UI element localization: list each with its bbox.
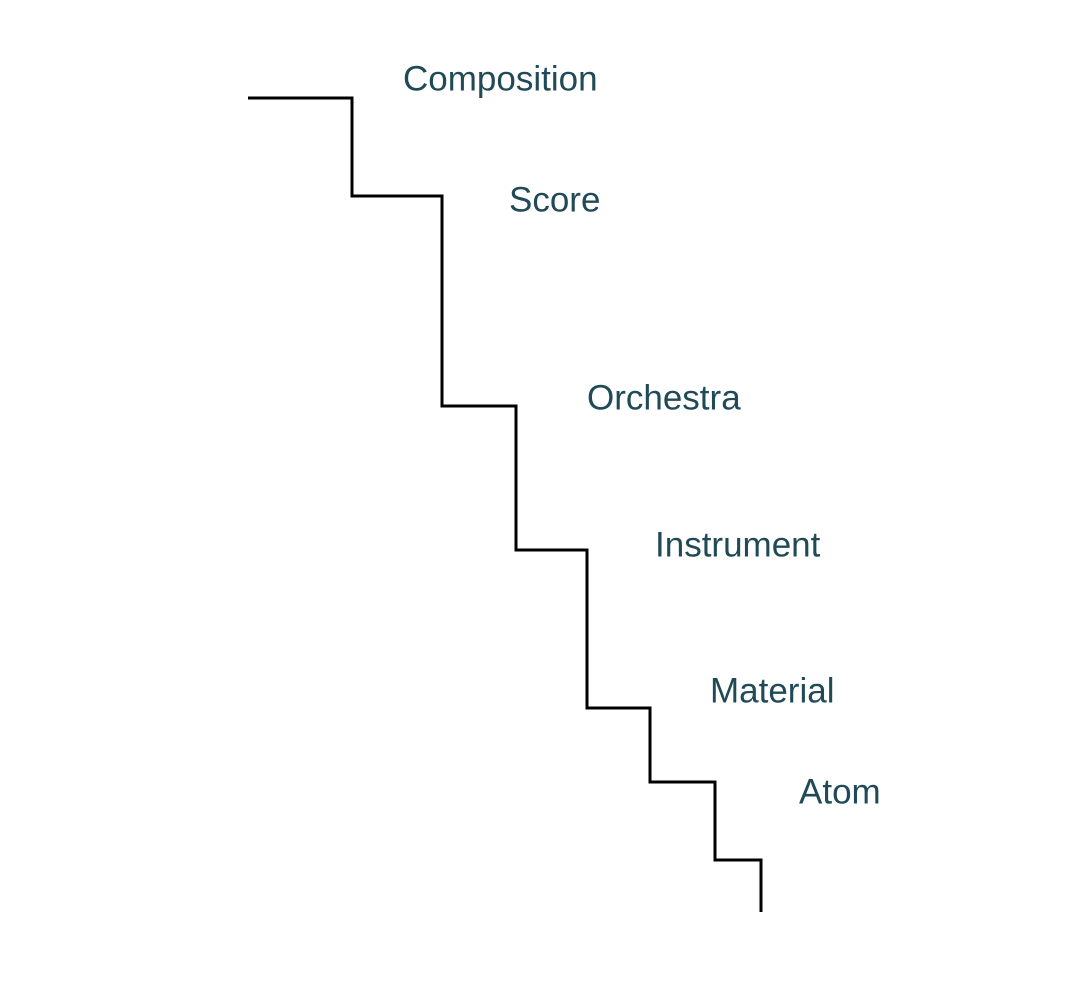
step-label-material: Material <box>710 671 834 710</box>
step-label-instrument: Instrument <box>655 525 821 564</box>
step-label-orchestra: Orchestra <box>587 378 741 417</box>
staircase-line <box>248 96 763 912</box>
step-label-score: Score <box>509 180 600 219</box>
step-label-composition: Composition <box>403 59 598 98</box>
step-label-atom: Atom <box>799 772 881 811</box>
